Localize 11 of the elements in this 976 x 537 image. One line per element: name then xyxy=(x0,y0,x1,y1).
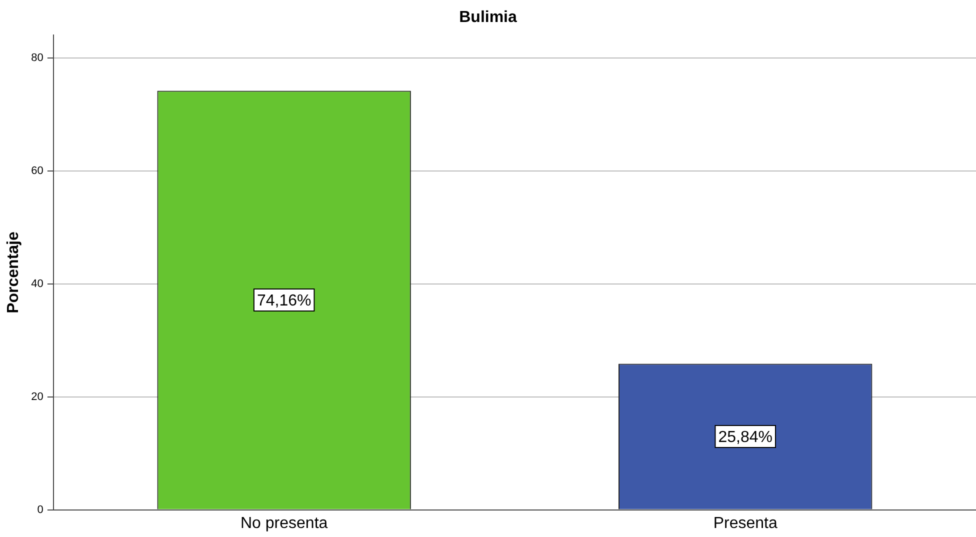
x-tick-label: Presenta xyxy=(713,514,778,532)
y-axis-title: Porcentaje xyxy=(5,231,22,314)
y-tick-label: 80 xyxy=(31,52,44,64)
x-tick-label: No presenta xyxy=(240,514,328,532)
y-tick-label: 20 xyxy=(31,390,44,403)
y-tick-label: 60 xyxy=(31,164,44,177)
data-label: 25,84% xyxy=(718,428,772,446)
chart-title: Bulimia xyxy=(459,9,517,26)
y-tick-label: 40 xyxy=(31,278,44,290)
y-tick-label: 0 xyxy=(37,504,44,516)
data-label: 74,16% xyxy=(256,292,312,310)
